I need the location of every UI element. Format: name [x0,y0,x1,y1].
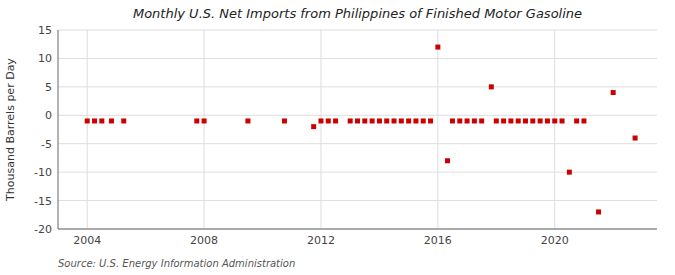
point [567,170,572,175]
point [384,118,389,123]
source-note: Source: U.S. Energy Information Administ… [58,258,295,269]
title: Monthly U.S. Net Imports from Philippine… [133,6,582,21]
x-tick-label: 2016 [424,234,452,247]
x-grid-line [437,30,438,229]
point [121,118,126,123]
y-tick-label: -10 [34,166,52,179]
point [109,118,114,123]
y-grid-line [58,200,657,201]
x-tick-label: 2020 [541,234,569,247]
point [370,118,375,123]
point [472,118,477,123]
y-tick-label: 15 [38,24,52,37]
point [355,118,360,123]
x-tick-label: 2004 [73,234,101,247]
grid [58,30,657,229]
point [508,118,513,123]
point [633,136,638,141]
point [99,118,104,123]
point [245,118,250,123]
x-grid-line [320,30,321,229]
point [421,118,426,123]
point [523,118,528,123]
point [318,118,323,123]
point [530,118,535,123]
point [560,118,565,123]
x-grid-line [554,30,555,229]
point [465,118,470,123]
x-grid-line [204,30,205,229]
point [611,90,616,95]
y-tick-label: 10 [38,52,52,65]
y-grid-line [58,58,657,59]
point [333,118,338,123]
point [445,158,450,163]
point [311,124,316,129]
point [392,118,397,123]
y-tick-label: -5 [41,138,52,151]
x-tick-label: 2012 [307,234,335,247]
y-tick-label: -20 [34,223,52,236]
point [581,118,586,123]
point [348,118,353,123]
point [457,118,462,123]
y-axis-label: Thousand Barrels per Day [4,58,17,202]
chart: Monthly U.S. Net Imports from Philippine… [0,0,675,275]
point [413,118,418,123]
point [406,118,411,123]
y-tick-label: -15 [34,195,52,208]
point [450,118,455,123]
x-tick-label: 2008 [190,234,218,247]
y-axis-line [58,30,59,229]
y-tick-label: 5 [45,81,52,94]
point [194,118,199,123]
point [435,45,440,50]
point [92,118,97,123]
x-axis-line [58,229,657,230]
point [545,118,550,123]
point [85,118,90,123]
points [85,45,638,215]
point [428,118,433,123]
point [552,118,557,123]
point [494,118,499,123]
y-grid-line [58,115,657,116]
point [377,118,382,123]
y-grid-line [58,229,657,230]
point [326,118,331,123]
x-grid-line [87,30,88,229]
y-grid-line [58,143,657,144]
point [516,118,521,123]
point [202,118,207,123]
point [538,118,543,123]
point [574,118,579,123]
y-tick-label: 0 [45,109,52,122]
point [596,209,601,214]
y-grid-line [58,86,657,87]
point [489,84,494,89]
point [399,118,404,123]
point [282,118,287,123]
point [501,118,506,123]
point [362,118,367,123]
point [479,118,484,123]
y-grid-line [58,30,657,31]
